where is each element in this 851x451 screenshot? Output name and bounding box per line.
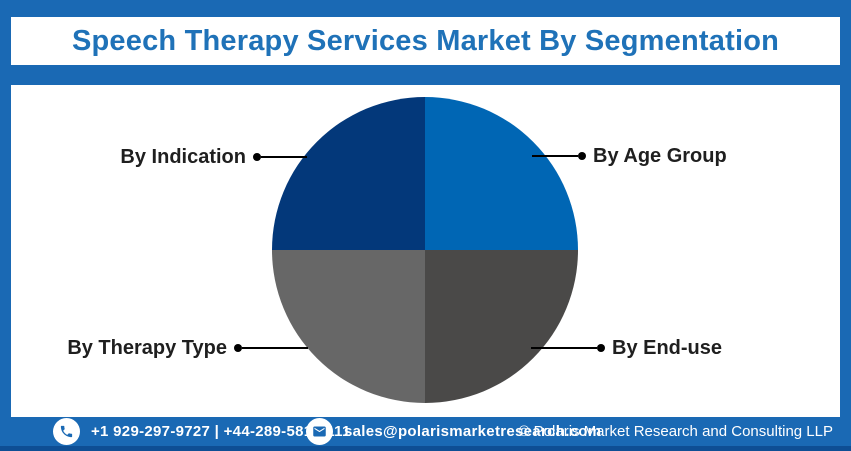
callout-by-therapy-type: By Therapy Type bbox=[67, 335, 308, 361]
footer-email: sales@polarismarketresearch.com bbox=[306, 417, 601, 446]
callout-dot bbox=[597, 344, 605, 352]
segmentation-pie-chart bbox=[272, 97, 578, 403]
footer-phone: +1 929-297-9727 | +44-289-581-7111 bbox=[53, 417, 351, 446]
callout-label-by-age-group: By Age Group bbox=[593, 144, 727, 167]
page-title: Speech Therapy Services Market By Segmen… bbox=[71, 24, 780, 57]
email-icon bbox=[306, 418, 333, 445]
callout-dot bbox=[234, 344, 242, 352]
header-band: Speech Therapy Services Market By Segmen… bbox=[11, 17, 840, 65]
callout-line bbox=[261, 156, 307, 158]
callout-by-indication: By Indication bbox=[120, 144, 307, 170]
callout-label-by-end-use: By End-use bbox=[612, 336, 723, 359]
callout-line bbox=[531, 347, 597, 349]
callout-by-age-group: By Age Group bbox=[532, 143, 727, 169]
callout-label-by-indication: By Indication bbox=[120, 145, 246, 168]
callout-dot bbox=[578, 152, 586, 160]
callout-line bbox=[532, 155, 578, 157]
footer-bottom-strip bbox=[0, 446, 851, 451]
phone-icon bbox=[53, 418, 80, 445]
footer-copyright: © Polaris Market Research and Consulting… bbox=[518, 417, 833, 446]
callout-dot bbox=[253, 153, 261, 161]
callout-line bbox=[242, 347, 308, 349]
callout-by-end-use: By End-use bbox=[531, 335, 722, 361]
callout-label-by-therapy-type: By Therapy Type bbox=[67, 336, 227, 359]
footer-email-address[interactable]: sales@polarismarketresearch.com bbox=[344, 423, 602, 440]
footer-copyright-text: © Polaris Market Research and Consulting… bbox=[518, 423, 833, 440]
chart-panel: By Indication By Age Group By Therapy Ty… bbox=[11, 85, 840, 417]
footer-content: +1 929-297-9727 | +44-289-581-7111 sales… bbox=[0, 417, 851, 446]
footer-phone-numbers: +1 929-297-9727 | +44-289-581-7111 bbox=[91, 423, 351, 440]
footer-bar: +1 929-297-9727 | +44-289-581-7111 sales… bbox=[0, 417, 851, 451]
